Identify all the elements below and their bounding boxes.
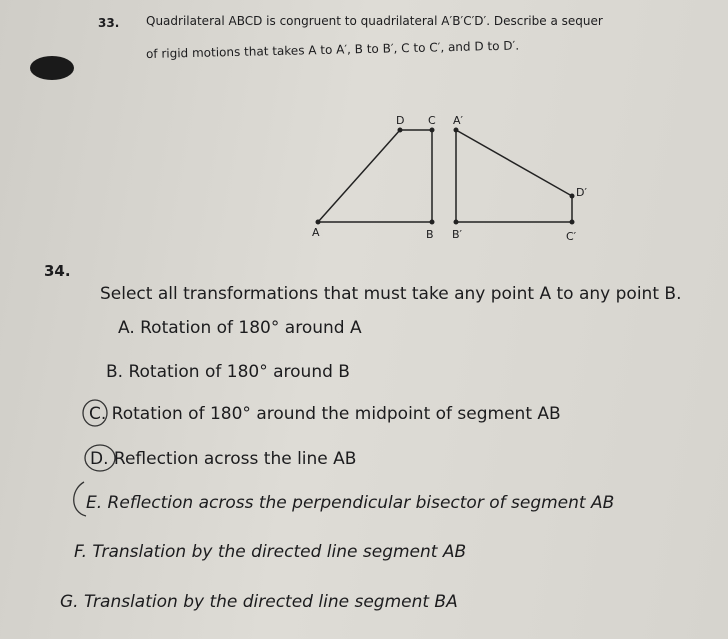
problem-number: 34. [44, 262, 71, 280]
problem-number: 33. [98, 16, 120, 30]
vertex-label: A [312, 226, 320, 239]
answer-circle [84, 444, 116, 472]
question: Select all transformations that must tak… [100, 284, 682, 304]
hole-punch [30, 56, 74, 80]
vertex-label: B [426, 228, 434, 241]
quadrilateral-a-prime [455, 129, 573, 223]
vertex-label: C′ [566, 230, 577, 243]
answer-circle [82, 399, 108, 427]
vertex-label: C [428, 114, 436, 127]
vertex-label: B′ [452, 228, 463, 241]
option: B. Rotation of 180° around B [106, 362, 350, 382]
answer-mark [73, 481, 87, 517]
quadrilateral-abcd [316, 129, 433, 223]
vertex-label: D [396, 114, 405, 127]
vertex-label: A′ [453, 114, 464, 127]
problem-text: Quadrilateral ABCD is congruent to quadr… [146, 14, 603, 28]
option: D. Reflection across the line AB [90, 449, 357, 469]
vertex-label: D′ [576, 186, 587, 199]
option: A. Rotation of 180° around A [118, 318, 362, 338]
option: E. Reflection across the perpendicular b… [86, 493, 615, 513]
vertex-dots [315, 127, 575, 225]
option: G. Translation by the directed line segm… [60, 592, 458, 612]
option: F. Translation by the directed line segm… [74, 542, 467, 562]
option: C. Rotation of 180° around the midpoint … [89, 404, 561, 424]
